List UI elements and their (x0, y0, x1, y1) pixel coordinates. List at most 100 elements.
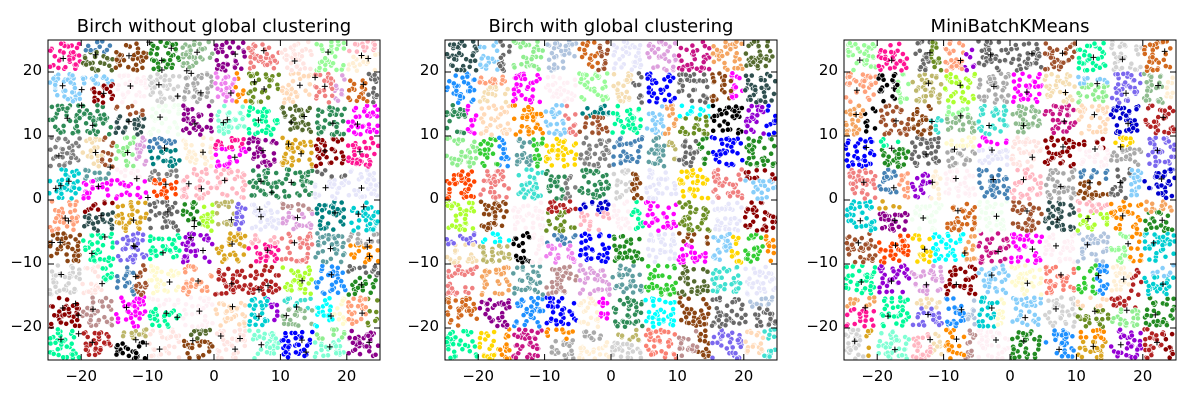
scatter-point (512, 225, 518, 232)
scatter-point (285, 166, 292, 173)
scatter-point (558, 222, 564, 228)
scatter-point (247, 281, 254, 288)
scatter-point (296, 235, 303, 242)
scatter-point (454, 128, 461, 135)
scatter-point (146, 201, 153, 208)
scatter-point (239, 311, 246, 318)
scatter-point (270, 65, 277, 72)
scatter-point (553, 195, 560, 202)
centroid-marker (291, 58, 298, 64)
scatter-point (199, 287, 205, 294)
scatter-point (559, 326, 566, 333)
scatter-point (317, 160, 324, 167)
scatter-point (477, 98, 483, 105)
centroid-marker (95, 183, 102, 190)
scatter-point (141, 178, 148, 185)
scatter-point (367, 289, 374, 296)
scatter-point (569, 41, 576, 48)
scatter-point (519, 277, 525, 284)
scatter-point (151, 84, 158, 91)
scatter-point (90, 160, 97, 167)
scatter-point (70, 98, 76, 105)
chart-panel-1: Birch without global clustering −20 −10 … (10, 16, 381, 385)
scatter-point (218, 290, 225, 297)
scatter-point (262, 318, 269, 324)
scatter-point (295, 157, 302, 164)
centroid-marker (220, 119, 227, 126)
scatter-point (360, 43, 367, 50)
chart-title-2: Birch with global clustering (489, 16, 734, 37)
scatter-point (217, 322, 224, 329)
scatter-point (164, 321, 171, 328)
scatter-point (109, 244, 116, 251)
scatter-point (285, 214, 292, 220)
scatter-point (314, 331, 320, 338)
scatter-point (107, 274, 114, 281)
scatter-point (125, 104, 132, 111)
scatter-point (236, 151, 243, 158)
scatter-point (598, 310, 605, 317)
scatter-point (72, 236, 79, 243)
scatter-point (553, 90, 560, 97)
scatter-point (520, 203, 527, 210)
scatter-point (232, 84, 239, 91)
scatter-point (83, 61, 90, 68)
centroid-marker (57, 239, 64, 246)
scatter-point (322, 66, 328, 73)
scatter-point (318, 129, 325, 136)
scatter-point (252, 121, 259, 128)
scatter-point (365, 121, 372, 128)
scatter-point (312, 254, 319, 261)
scatter-point (340, 62, 347, 69)
scatter-point (556, 109, 563, 116)
centroid-marker (285, 141, 292, 148)
axis-ticks-1 (48, 40, 380, 360)
scatter-point (226, 44, 233, 51)
scatter-point (362, 304, 369, 311)
scatter-point (175, 102, 182, 109)
scatter-point (523, 306, 530, 312)
scatter-point (560, 152, 567, 159)
scatter-point (478, 330, 485, 336)
scatter-point (450, 80, 457, 87)
scatter-point (306, 336, 313, 343)
scatter-point (181, 253, 188, 260)
scatter-point (356, 264, 363, 271)
scatter-point (261, 267, 268, 274)
scatter-point (68, 340, 75, 347)
scatter-point (225, 123, 232, 130)
scatter-point (253, 244, 259, 251)
scatter-point (84, 265, 91, 272)
scatter-point (351, 81, 357, 87)
scatter-point (481, 44, 488, 51)
scatter-point (104, 47, 110, 53)
scatter-point (209, 98, 215, 105)
scatter-point (370, 284, 377, 290)
scatter-point (84, 190, 91, 196)
centroid-marker (65, 217, 72, 224)
scatter-point (212, 151, 219, 158)
scatter-point (596, 335, 603, 342)
centroid-marker (189, 337, 196, 344)
scatter-point (568, 347, 575, 354)
scatter-point (215, 276, 222, 283)
scatter-point (260, 291, 267, 297)
scatter-point (503, 341, 510, 348)
scatter-point (366, 348, 373, 355)
scatter-point (212, 291, 219, 298)
scatter-point (231, 176, 238, 182)
scatter-point (473, 264, 480, 270)
scatter-point (208, 273, 215, 280)
scatter-point (496, 134, 503, 141)
scatter-point (488, 342, 495, 349)
scatter-point (470, 144, 477, 150)
scatter-point (345, 94, 352, 101)
scatter-point (239, 213, 245, 220)
scatter-point (516, 326, 522, 333)
scatter-point (313, 323, 320, 330)
scatter-point (112, 129, 119, 136)
centroid-marker (328, 313, 334, 319)
scatter-point (268, 278, 274, 285)
scatter-point (280, 160, 287, 167)
scatter-point (305, 40, 312, 45)
